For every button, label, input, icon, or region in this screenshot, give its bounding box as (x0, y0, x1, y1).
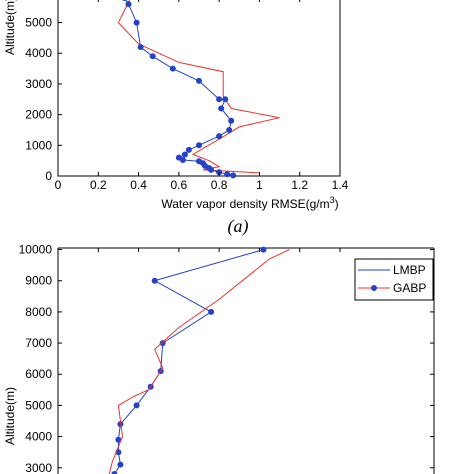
chart-a-y-ticks: 0 1000 2000 3000 4000 5000 (25, 16, 62, 183)
chart-a-series-1-point (216, 133, 223, 140)
chart-a-y-tick-label: 2000 (25, 108, 52, 122)
chart-a-series-1-point (196, 158, 202, 165)
chart-a-x-tick-label: 0.6 (171, 178, 188, 192)
chart-a-series-1-point (185, 146, 192, 153)
chart-a-caption: (a) (228, 216, 249, 237)
chart-a-y-tick-label: 1000 (25, 138, 52, 152)
chart-a-x-tick-label: 0.8 (211, 178, 228, 192)
chart-a-series-1-point (196, 77, 202, 84)
chart-a-y-tick-label: 3000 (25, 77, 52, 91)
chart-b-y-tick-label: 10000 (19, 243, 53, 257)
chart-a-series-1-point (122, 0, 127, 1)
chart-a-x-ticks: 0 0.2 0.4 0.6 0.8 1 1.2 1.4 (55, 0, 349, 192)
chart-a-y-tick-label: 5000 (25, 16, 52, 30)
chart-b-top-ticks (57, 248, 341, 252)
chart-a-series-1-point (133, 19, 140, 26)
chart-b-y-axis-label: Altitude(m) (3, 387, 17, 445)
chart-a: 0 0.2 0.4 0.6 0.8 1 1.2 1.4 0 1000 2000 3000 4000 50… (3, 0, 349, 237)
chart-a-series-1-point (125, 1, 132, 8)
legend-gabp-label: GABP (393, 281, 426, 295)
legend-box (354, 258, 434, 301)
chart-a-series-1-point (216, 96, 223, 103)
chart-a-y-tick-label: 0 (45, 169, 52, 183)
chart-b-series-lmbp-point (151, 277, 158, 284)
chart-b-y-tick-label: 4000 (25, 430, 52, 444)
chart-b-series-lmbp-point (111, 471, 118, 474)
chart-a-series-1-point (228, 117, 235, 124)
chart-b-series-gabp-line (108, 249, 290, 474)
chart-b-series-lmbp-point (133, 402, 140, 409)
chart-a-series-1-point (137, 44, 144, 51)
chart-a-x-tick-label: 1.2 (291, 178, 308, 192)
chart-a-series-1-point (175, 154, 182, 161)
chart-b-y-tick-label: 6000 (25, 367, 52, 381)
chart-b-y-tick-label: 7000 (25, 336, 52, 350)
chart-a-series-1-point (181, 151, 188, 158)
legend-lmbp-label: LMBP (393, 263, 426, 277)
chart-a-plot-frame (57, 0, 341, 177)
chart-a-series-1-point (169, 65, 176, 72)
chart-a-x-tick-label: 0.4 (130, 178, 147, 192)
chart-a-y-tick-label: 4000 (25, 46, 52, 60)
chart-b-series-lmbp-point (159, 340, 166, 347)
chart-a-x-axis-label: Water vapor density RMSE(g/m3) (161, 195, 338, 211)
chart-b-y-tick-label: 9000 (25, 274, 52, 288)
chart-b-y-tick-label: 5000 (25, 398, 52, 412)
chart-b-y-tick-label: 3000 (25, 461, 52, 474)
chart-a-x-tick-label: 1.4 (332, 178, 349, 192)
chart-a-series-1-point (230, 172, 237, 179)
chart-b-series-lmbp-point (260, 246, 267, 253)
chart-b-legend: LMBP GABP (354, 258, 434, 301)
chart-b-series-lmbp-point (117, 461, 124, 468)
chart-a-x-tick-label: 0.2 (90, 178, 107, 192)
chart-a-series-0-line (117, 0, 280, 174)
chart-a-series-1-point (224, 171, 231, 178)
chart-a-series-1-point (196, 142, 202, 149)
chart-b-series-lmbp-point (208, 308, 215, 315)
chart-a-series-1-point (218, 105, 225, 112)
chart-a-x-tick-label: 0 (55, 178, 62, 192)
chart-a-series-1-point (226, 127, 233, 133)
chart-b-y-ticks: 3000 4000 5000 6000 7000 8000 9000 10000 (19, 243, 434, 474)
chart-b: 3000 4000 5000 6000 7000 8000 9000 10000 Altitu… (3, 243, 435, 474)
chart-b-y-tick-label: 8000 (25, 305, 52, 319)
chart-a-series-group (117, 0, 280, 179)
chart-a-series-1-point (222, 96, 229, 103)
chart-a-series-1-point (149, 53, 156, 60)
chart-b-series-lmbp-point (115, 436, 122, 443)
legend-gabp-marker (371, 285, 377, 291)
chart-b-series-group (108, 246, 290, 474)
chart-a-x-tick-label: 1 (256, 178, 263, 192)
chart-a-y-axis-label: Altitude(m) (3, 0, 17, 55)
